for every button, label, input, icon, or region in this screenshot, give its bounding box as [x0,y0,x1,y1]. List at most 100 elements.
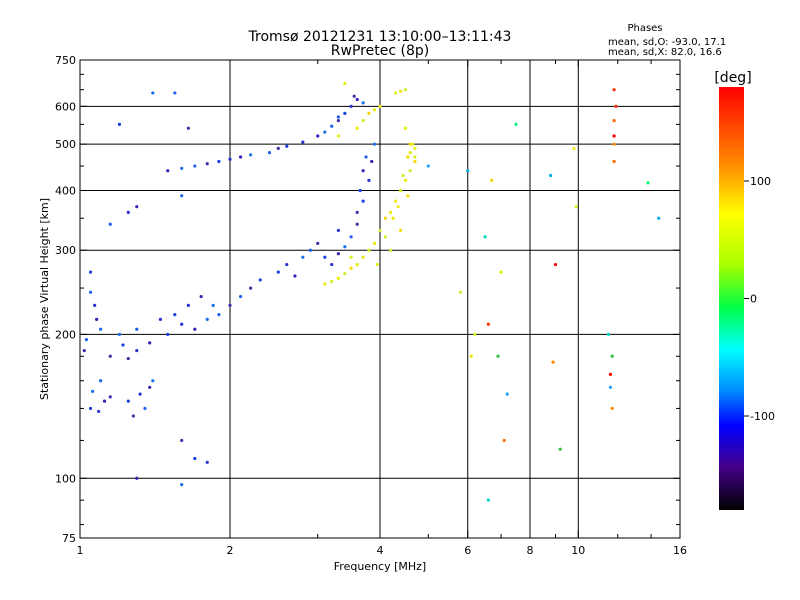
data-point [336,252,340,256]
data-point [258,278,262,282]
axes: 1 2 4 6 8 10 16 75 100 200 300 400 500 600 750 [55,54,687,557]
y-tick-label: 100 [55,472,76,485]
data-point [343,245,347,249]
data-point [401,173,405,178]
data-point [403,178,408,182]
data-point [336,119,340,123]
data-point [323,130,327,134]
data-point [612,88,616,92]
data-point [388,248,393,252]
data-point [173,91,177,95]
data-point [608,372,613,376]
data-point [396,205,400,209]
data-point [361,119,365,123]
data-point [406,194,410,198]
data-point [486,498,490,502]
data-point [205,317,209,321]
data-point [193,456,197,461]
data-point [355,210,359,214]
colorbar-label: [deg] [714,70,751,86]
data-point [82,348,86,353]
y-tick-label: 750 [55,54,76,67]
data-point [180,166,184,170]
data-point [330,279,334,284]
data-point [553,262,558,267]
data-point [612,142,616,146]
y-tick-label: 200 [55,328,76,341]
data-point [358,188,362,193]
data-point [408,151,412,155]
colorbar [719,87,744,510]
data-point [238,294,243,299]
data-point [143,406,147,411]
data-point [361,101,365,105]
data-point [505,392,509,396]
data-point [84,338,88,342]
data-point [108,395,112,399]
x-tick-label: 10 [571,544,585,557]
data-point [413,155,417,159]
data-point [330,124,334,128]
data-point [148,385,152,389]
data-point [211,303,215,307]
data-point [330,262,334,267]
data-point [403,126,408,130]
data-point [285,262,289,267]
data-point [158,317,163,321]
grid-lines [80,60,680,538]
data-point [372,241,377,246]
data-point [514,122,518,126]
data-point [394,199,398,203]
data-point [572,146,576,150]
data-point [249,286,253,290]
data-point [267,151,272,155]
y-tick-label: 600 [55,100,76,113]
y-axis-label: Stationary phase Virtual Height [km] [38,198,51,400]
data-point [612,119,616,123]
data-point [121,343,125,347]
data-point [364,155,368,159]
data-point [205,460,209,464]
data-point [199,294,203,299]
data-point [614,104,618,108]
data-point [466,169,470,173]
data-point [336,134,340,138]
data-points [82,81,661,502]
data-point [217,159,221,164]
data-point [301,140,305,144]
data-point [355,262,359,267]
data-point [276,270,280,274]
data-point [93,303,97,307]
data-point [343,111,347,115]
y-tick-label: 75 [62,532,76,545]
data-point [612,134,616,138]
data-point [361,169,365,173]
data-point [370,159,374,164]
data-point [135,476,139,480]
data-point [551,360,555,364]
data-point [657,216,661,220]
data-point [608,385,613,389]
data-point [238,155,243,159]
data-point [285,144,289,148]
colorbar-ticks: 100 0 -100 [744,175,775,423]
data-point [399,89,403,93]
chart-subtitle: RwPretec (8p) [331,43,429,59]
data-point [293,274,297,278]
data-point [180,194,184,198]
data-point [276,146,280,150]
data-point [99,379,103,383]
x-tick-label: 2 [227,544,234,557]
data-point [151,379,155,383]
data-point [301,255,305,259]
data-point [361,199,365,203]
data-point [180,483,184,487]
data-point [217,313,221,317]
data-point [496,354,500,358]
x-tick-label: 8 [527,544,534,557]
data-point [126,399,130,403]
data-point [406,155,410,159]
data-point [343,272,347,276]
data-point [166,332,170,336]
data-point [375,262,379,267]
